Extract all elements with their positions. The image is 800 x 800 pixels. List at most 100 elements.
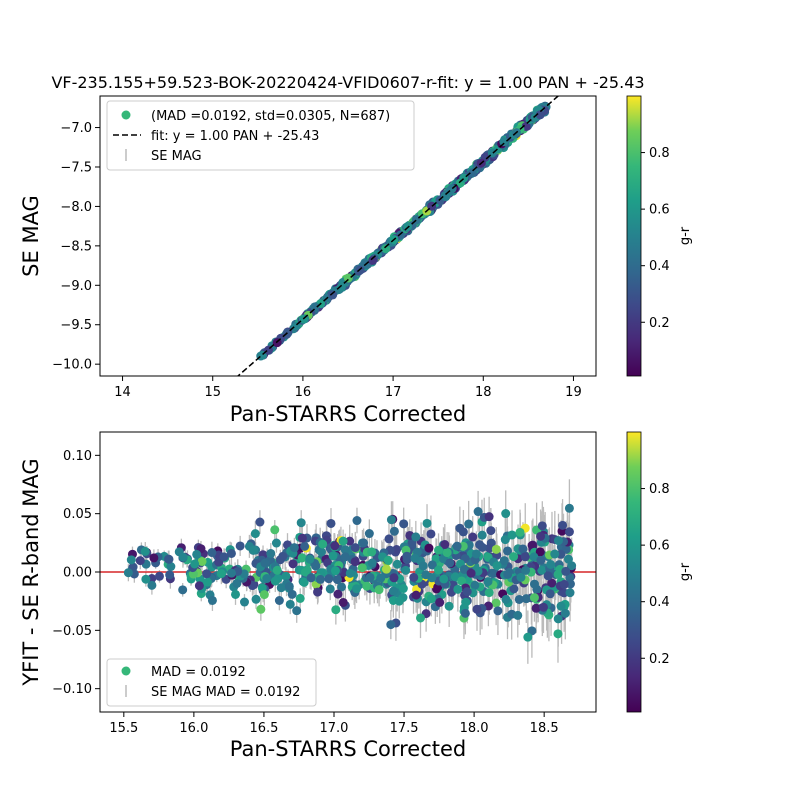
bottom-data-point — [560, 608, 570, 618]
bottom-data-point — [553, 536, 563, 546]
top-x-axis: 14 15 16 17 18 19 — [114, 376, 582, 400]
bottom-data-point — [350, 557, 360, 567]
top-y-tick-label: −8.0 — [60, 200, 92, 215]
bottom-data-point — [262, 574, 272, 584]
bottom-legend-marker — [121, 666, 131, 676]
top-x-tick-label: 14 — [114, 385, 131, 400]
bottom-data-point — [434, 545, 444, 555]
top-legend: (MAD =0.0192, std=0.0305, N=687) fit: y … — [106, 100, 415, 171]
bottom-data-point — [250, 529, 260, 539]
bottom-data-point — [520, 552, 530, 562]
bottom-colorbar-gradient — [626, 431, 642, 713]
bottom-data-point — [328, 551, 338, 561]
bottom-data-point — [297, 553, 307, 563]
bottom-colorbar-tick-label: 0.6 — [649, 539, 670, 554]
bottom-data-point — [239, 597, 249, 607]
top-x-axis-label: Pan-STARRS Corrected — [230, 402, 466, 426]
bottom-data-point — [564, 503, 574, 513]
bottom-data-point — [461, 597, 471, 607]
bottom-data-point — [410, 553, 420, 563]
bottom-data-point — [331, 605, 341, 615]
bottom-data-point — [333, 589, 343, 599]
bottom-data-point — [556, 601, 566, 611]
top-data-point — [368, 255, 378, 265]
bottom-data-point — [318, 539, 328, 549]
bottom-data-point — [484, 588, 494, 598]
bottom-data-point — [439, 574, 449, 584]
bottom-data-point — [350, 543, 360, 553]
bottom-data-point — [444, 601, 454, 611]
bottom-data-point — [305, 554, 315, 564]
bottom-data-point — [324, 574, 334, 584]
bottom-data-point — [530, 579, 539, 589]
top-panel: VF-235.155+59.523-BOK-20220424-VFID0607-… — [19, 73, 693, 426]
top-y-tick-label: −8.5 — [60, 239, 92, 254]
bottom-data-point — [550, 549, 560, 559]
bottom-data-point — [416, 613, 425, 623]
bottom-x-axis-label: Pan-STARRS Corrected — [230, 737, 466, 761]
bottom-data-point — [367, 558, 377, 568]
bottom-colorbar-tick-label: 0.4 — [649, 595, 670, 610]
bottom-data-point — [521, 565, 531, 575]
bottom-data-point — [445, 558, 455, 568]
top-legend-entry-points: (MAD =0.0192, std=0.0305, N=687) — [151, 109, 390, 124]
bottom-data-point — [165, 570, 175, 580]
bottom-y-axis: −0.10 −0.05 0.00 0.05 0.10 — [52, 449, 100, 697]
bottom-data-point — [538, 602, 548, 612]
bottom-x-tick-label: 17.5 — [390, 721, 419, 736]
bottom-data-point — [126, 555, 136, 565]
bottom-data-point — [561, 566, 571, 576]
bottom-data-point — [515, 527, 525, 537]
bottom-data-point — [357, 563, 367, 573]
bottom-data-point — [272, 565, 282, 575]
top-x-tick-label: 18 — [475, 385, 492, 400]
bottom-data-point — [559, 579, 569, 589]
bottom-data-point — [256, 604, 266, 614]
bottom-panel: 15.5 16.0 16.5 17.0 17.5 18.0 18.5 −0.10 −0.05 0… — [19, 431, 693, 761]
top-colorbar-label: g-r — [678, 226, 693, 245]
bottom-data-point — [219, 552, 229, 562]
bottom-data-point — [527, 540, 537, 550]
bottom-data-point — [251, 594, 261, 604]
bottom-data-point — [402, 551, 412, 561]
top-data-point — [403, 222, 413, 232]
bottom-legend-entry-errorbar: SE MAG MAD = 0.0192 — [151, 685, 300, 700]
bottom-data-point — [330, 566, 340, 576]
bottom-data-point — [457, 576, 467, 586]
bottom-data-point — [315, 574, 325, 584]
bottom-data-point — [389, 526, 399, 536]
bottom-data-point — [466, 568, 476, 578]
top-colorbar-tick-label: 0.8 — [649, 146, 670, 161]
bottom-data-point — [477, 530, 487, 540]
bottom-data-point — [401, 565, 411, 575]
bottom-data-point — [270, 576, 280, 586]
top-y-axis: −10.0 −9.5 −9.0 −8.5 −8.0 −7.5 −7.0 — [52, 121, 100, 373]
top-data-point — [343, 273, 353, 283]
bottom-data-point — [392, 545, 402, 555]
bottom-data-point — [367, 547, 377, 557]
bottom-data-point — [337, 582, 347, 592]
bottom-data-point — [394, 596, 404, 606]
bottom-data-point — [516, 572, 526, 582]
bottom-data-point — [493, 606, 503, 616]
bottom-data-point — [340, 552, 350, 562]
bottom-data-point — [477, 542, 487, 552]
top-x-tick-label: 19 — [565, 385, 582, 400]
top-chart-title: VF-235.155+59.523-BOK-20220424-VFID0607-… — [51, 73, 644, 92]
bottom-data-point — [563, 554, 573, 564]
bottom-data-point — [509, 552, 519, 562]
bottom-data-point — [359, 538, 369, 548]
bottom-data-point — [426, 529, 436, 539]
bottom-data-point — [364, 529, 374, 539]
bottom-colorbar: 0.2 0.4 0.6 0.8 g-r — [626, 431, 693, 713]
top-x-tick-label: 15 — [204, 385, 221, 400]
top-legend-marker — [121, 110, 131, 120]
bottom-x-tick-label: 17.0 — [320, 721, 349, 736]
bottom-data-point — [473, 566, 483, 576]
top-y-tick-label: −7.0 — [60, 121, 92, 136]
bottom-data-point — [389, 573, 399, 583]
bottom-data-point — [398, 584, 408, 594]
bottom-x-tick-label: 18.5 — [530, 721, 559, 736]
bottom-data-point — [434, 565, 444, 575]
bottom-data-point — [421, 570, 431, 580]
